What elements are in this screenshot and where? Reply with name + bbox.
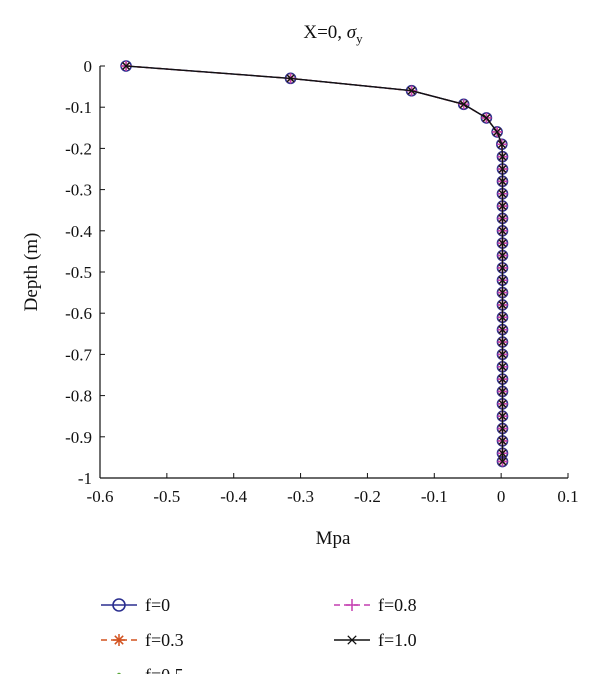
data-point bbox=[498, 424, 507, 433]
chart-title-main: X=0, bbox=[303, 22, 346, 43]
data-point bbox=[459, 100, 468, 109]
data-point bbox=[498, 362, 507, 371]
chart-title: X=0, σy bbox=[303, 22, 363, 46]
data-point bbox=[346, 599, 358, 611]
chart-title-subscript: y bbox=[356, 31, 363, 46]
data-point bbox=[122, 62, 131, 70]
series-line bbox=[126, 65, 504, 462]
data-point bbox=[498, 239, 507, 248]
data-point bbox=[112, 598, 126, 612]
x-tick-label: -0.4 bbox=[220, 487, 247, 506]
legend-item: f=0 bbox=[101, 595, 170, 615]
y-tick-label: 0 bbox=[84, 57, 93, 76]
data-point bbox=[493, 127, 502, 136]
y-tick-label: -0.2 bbox=[65, 139, 92, 158]
series-f=0.5 bbox=[123, 63, 505, 464]
data-point bbox=[498, 189, 507, 198]
data-point bbox=[498, 165, 507, 173]
data-point bbox=[498, 226, 507, 235]
data-point bbox=[498, 202, 507, 211]
series-f=0.3 bbox=[121, 61, 508, 467]
y-tick-label: -0.6 bbox=[65, 304, 92, 323]
data-point bbox=[498, 301, 507, 309]
data-point bbox=[498, 375, 507, 384]
x-tick-label: -0.3 bbox=[287, 487, 314, 506]
data-point bbox=[498, 338, 507, 346]
series-line bbox=[126, 65, 504, 462]
data-point bbox=[498, 276, 507, 285]
legend-item: f=0.3 bbox=[101, 630, 184, 650]
data-point bbox=[498, 457, 507, 466]
tick-labels: -0.6 -0.5 -0.4 -0.3 -0.2 -0.1 0 0.1 0 -0.1 -0.2 -0.… bbox=[65, 57, 579, 506]
series-f=0.8 bbox=[121, 61, 508, 467]
legend-label: f=1.0 bbox=[378, 630, 417, 650]
data-point bbox=[498, 263, 507, 272]
data-point bbox=[498, 350, 507, 359]
axes bbox=[99, 65, 569, 479]
x-tick-label: -0.2 bbox=[354, 487, 381, 506]
series-line bbox=[126, 65, 504, 462]
legend: f=0 f=0.3 f=0.5 f=0.8 f=1.0 bbox=[101, 595, 417, 674]
x-tick-label: -0.5 bbox=[153, 487, 180, 506]
data-point bbox=[498, 251, 507, 260]
y-axis-label: Depth (m) bbox=[21, 233, 42, 312]
data-point bbox=[347, 635, 357, 645]
data-point bbox=[498, 399, 507, 408]
y-tick-label: -0.9 bbox=[65, 428, 92, 447]
data-point bbox=[497, 140, 506, 149]
y-tick-label: -0.4 bbox=[65, 222, 92, 241]
legend-item: f=0.8 bbox=[334, 595, 417, 615]
x-tick-label: -0.1 bbox=[421, 487, 448, 506]
series-line bbox=[126, 65, 504, 462]
series-line bbox=[126, 65, 504, 462]
data-point bbox=[113, 634, 125, 646]
data-point bbox=[482, 113, 491, 122]
y-tick-label: -0.3 bbox=[65, 181, 92, 200]
data-point bbox=[498, 313, 507, 322]
data-point bbox=[498, 449, 507, 458]
data-point bbox=[498, 412, 507, 421]
x-tick-label: 0 bbox=[497, 487, 506, 506]
data-point bbox=[286, 74, 295, 83]
y-tick-label: -0.7 bbox=[65, 345, 92, 364]
y-tick-label: -0.1 bbox=[65, 98, 92, 117]
data-point bbox=[498, 325, 507, 334]
series-f=0 bbox=[120, 60, 509, 468]
data-point bbox=[407, 86, 416, 95]
legend-label: f=0 bbox=[145, 595, 170, 615]
series-layer bbox=[120, 60, 509, 468]
x-tick-label: -0.6 bbox=[87, 487, 114, 506]
legend-label: f=0.5 bbox=[145, 665, 184, 674]
chart-title-symbol: σ bbox=[347, 22, 357, 43]
data-point bbox=[498, 152, 507, 161]
legend-item: f=1.0 bbox=[334, 630, 417, 650]
data-point bbox=[498, 436, 507, 445]
legend-label: f=0.8 bbox=[378, 595, 417, 615]
y-tick-label: -1 bbox=[78, 469, 92, 488]
legend-item: f=0.5 bbox=[117, 665, 184, 674]
data-point bbox=[498, 387, 507, 396]
data-point bbox=[498, 214, 507, 223]
x-axis-label: Mpa bbox=[316, 528, 351, 549]
legend-label: f=0.3 bbox=[145, 630, 184, 650]
data-point bbox=[498, 177, 507, 186]
y-tick-label: -0.8 bbox=[65, 387, 92, 406]
data-point bbox=[498, 288, 507, 297]
x-tick-label: 0.1 bbox=[557, 487, 578, 506]
y-tick-label: -0.5 bbox=[65, 263, 92, 282]
series-f=1.0 bbox=[122, 62, 507, 466]
